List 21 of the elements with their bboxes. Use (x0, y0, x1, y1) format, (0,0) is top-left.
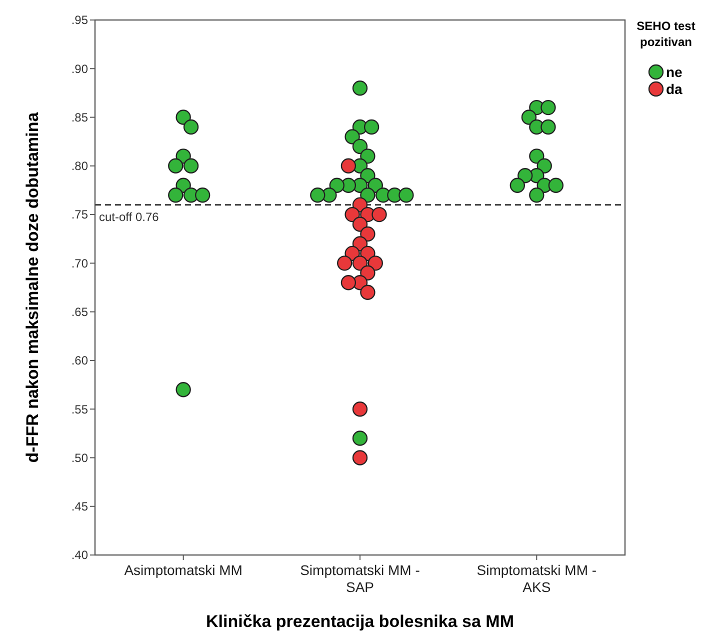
y-tick-label: .60 (71, 354, 88, 368)
y-tick-label: .40 (71, 548, 88, 562)
x-tick-label: Simptomatski MM - SAP (300, 562, 420, 595)
ref-line-label: cut-off 0.76 (99, 210, 160, 224)
y-axis-title: d-FFR nakon maksimalne doze dobutamina (23, 112, 42, 463)
x-axis-title: Klinička prezentacija bolesnika sa MM (206, 612, 514, 631)
y-tick-label: .80 (71, 159, 88, 174)
legend-label: ne (666, 64, 683, 80)
x-tick-label: Simptomatski MM - AKS (476, 562, 597, 595)
y-tick-label: .55 (71, 402, 88, 416)
y-tick-label: .70 (71, 256, 88, 270)
y-tick-label: .45 (71, 500, 88, 514)
y-tick-label: .90 (71, 62, 88, 76)
y-tick-label: .50 (71, 450, 88, 465)
x-tick-label: Asimptomatski MM (124, 562, 242, 578)
y-tick-label: .75 (71, 208, 88, 222)
y-tick-label: .85 (71, 110, 88, 124)
legend-title: SEHO test pozitivan (636, 19, 696, 49)
legend-label: da (666, 80, 683, 97)
y-tick-label: .65 (71, 305, 88, 320)
y-tick-label: .95 (71, 13, 88, 28)
